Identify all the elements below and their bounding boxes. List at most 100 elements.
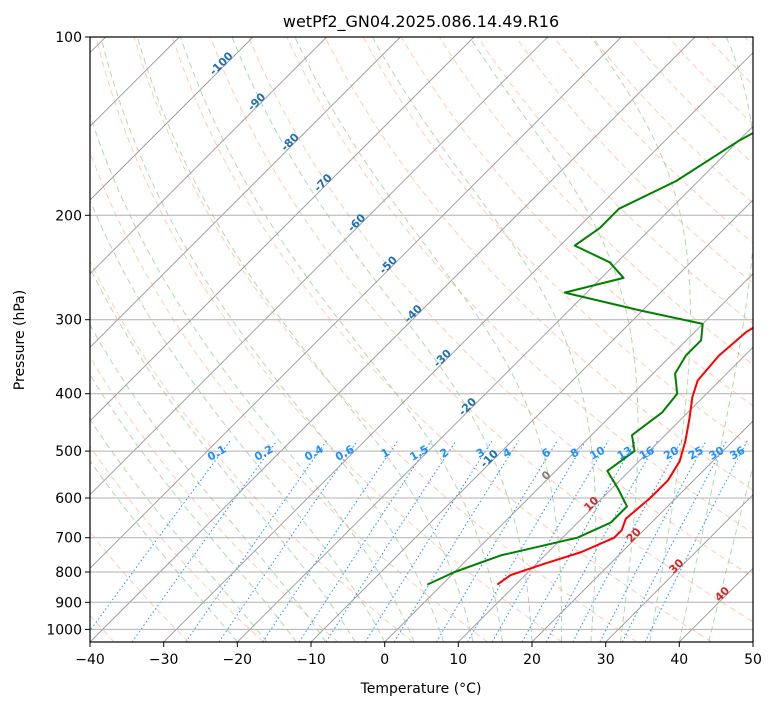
mixing-ratio-label: 4 bbox=[500, 445, 513, 460]
isotherm-line bbox=[90, 37, 254, 201]
x-tick-label: −10 bbox=[296, 652, 326, 668]
moist-adiabat-line bbox=[469, 37, 639, 642]
isotherm-label: -30 bbox=[431, 346, 454, 369]
mixing-ratio-label: 36 bbox=[727, 444, 747, 463]
mixing-ratio-line bbox=[491, 440, 609, 642]
isotherm-label: -100 bbox=[207, 49, 236, 78]
mixing-ratio-labels: 0.1 0.2 0.4 0.6 1 1.5 2 3 4 6 8 10 13 16 20 25 30 36 bbox=[205, 442, 747, 463]
isotherms bbox=[90, 37, 753, 642]
dewpoint-line bbox=[426, 131, 753, 586]
isotherm-line bbox=[457, 346, 753, 642]
mixing-ratio-label: 6 bbox=[539, 445, 552, 460]
dry-adiabat-line bbox=[171, 37, 712, 642]
isotherm-line bbox=[678, 567, 753, 642]
mixing-ratio-line bbox=[364, 440, 493, 642]
mixing-ratio-line bbox=[325, 440, 457, 642]
isotherm-line bbox=[163, 51, 753, 642]
dry-adiabat-line bbox=[477, 37, 753, 325]
dry-adiabat-line bbox=[90, 445, 264, 642]
moist-adiabat-line bbox=[590, 37, 691, 642]
mixing-ratio-label: 2 bbox=[438, 446, 451, 461]
dry-adiabat-line bbox=[629, 37, 753, 165]
y-tick-label: 100 bbox=[55, 30, 82, 46]
dry-adiabat-line bbox=[744, 37, 753, 47]
mixing-ratio-label: 10 bbox=[587, 444, 607, 463]
plot-area: -100-90-80-70-60-50-40-30-20-10010203040… bbox=[90, 37, 753, 642]
isotherm-line bbox=[90, 37, 696, 642]
isotherm-line bbox=[90, 37, 475, 422]
x-tick-label: −40 bbox=[75, 652, 105, 668]
x-tick-label: 0 bbox=[380, 652, 389, 668]
mixing-ratio-line bbox=[298, 440, 432, 642]
dry-adiabat-line bbox=[668, 37, 753, 125]
y-tick-label: 800 bbox=[55, 565, 82, 581]
isotherm-line bbox=[752, 641, 753, 642]
y-tick-label: 700 bbox=[55, 531, 82, 547]
isotherm-line bbox=[90, 37, 328, 275]
y-axis: 100 200 300 400 500 600 700 800 900 1000 bbox=[46, 30, 90, 638]
moist-adiabat-line bbox=[708, 464, 753, 642]
y-tick-label: 300 bbox=[55, 313, 82, 329]
mixing-ratio-line bbox=[262, 440, 399, 642]
x-tick-label: 20 bbox=[523, 652, 541, 668]
moist-adiabat-line bbox=[90, 266, 356, 642]
moist-adiabat-line bbox=[371, 37, 597, 642]
isotherm-line bbox=[90, 37, 401, 349]
mixing-ratio-line bbox=[218, 440, 358, 642]
mixing-ratio-line bbox=[90, 440, 231, 632]
isotherm-label: 30 bbox=[666, 556, 686, 576]
plot-frame bbox=[89, 36, 754, 643]
x-tick-label: 30 bbox=[597, 652, 615, 668]
y-tick-label: 900 bbox=[55, 595, 82, 611]
dry-adiabat-line bbox=[248, 37, 753, 578]
moist-adiabat-line bbox=[90, 373, 297, 642]
y-axis-label: Pressure (hPa) bbox=[12, 290, 28, 390]
series-lines bbox=[426, 131, 753, 586]
y-tick-label: 1000 bbox=[46, 622, 82, 638]
mixing-ratio-line bbox=[599, 440, 707, 642]
dry-adiabat-line bbox=[133, 37, 638, 642]
isotherm-label: 20 bbox=[624, 525, 644, 545]
moist-adiabat-line bbox=[90, 460, 238, 642]
moist-adiabat-line bbox=[231, 37, 533, 642]
mixing-ratio-line bbox=[131, 440, 278, 642]
dry-adiabat-line bbox=[591, 37, 753, 204]
isotherm-line bbox=[90, 37, 549, 496]
isotherm-label: 40 bbox=[712, 584, 732, 604]
dry-adiabat-line bbox=[286, 37, 753, 534]
moist-adiabat-line bbox=[90, 113, 415, 642]
moist-adiabat-line bbox=[90, 418, 268, 642]
mixing-ratio-label: 0.1 bbox=[205, 443, 228, 464]
mixing-ratio-line bbox=[467, 440, 587, 642]
isotherm-line bbox=[90, 37, 622, 570]
mixing-ratio-label: 1.5 bbox=[408, 443, 431, 464]
dry-adiabat-line bbox=[553, 37, 753, 244]
moist-adiabat-line bbox=[100, 37, 445, 642]
x-tick-label: 10 bbox=[449, 652, 467, 668]
x-tick-label: −20 bbox=[223, 652, 253, 668]
mixing-ratio-line bbox=[185, 440, 328, 642]
dry-adiabat-line bbox=[362, 37, 753, 449]
mixing-ratio-line bbox=[572, 440, 683, 642]
mixing-ratio-line bbox=[393, 440, 520, 642]
moist-adiabat-line bbox=[90, 323, 327, 642]
temperature-line bbox=[496, 326, 753, 586]
isotherm-line bbox=[236, 125, 753, 642]
isotherm-line bbox=[605, 493, 753, 642]
mixing-ratio-label: 0.6 bbox=[333, 442, 357, 463]
mixing-ratio-label: 0.4 bbox=[302, 442, 326, 463]
isotherm-line bbox=[531, 420, 753, 642]
moist-adiabat-line bbox=[136, 37, 474, 642]
dry-adiabat-line bbox=[438, 37, 753, 366]
y-tick-label: 500 bbox=[55, 444, 82, 460]
dry-adiabat-line bbox=[95, 37, 563, 642]
moist-adiabat-line bbox=[180, 37, 503, 642]
x-axis-label: Temperature (°C) bbox=[360, 681, 482, 697]
isotherm-label: -80 bbox=[279, 130, 302, 153]
chart-title: wetPf2_GN04.2025.086.14.49.R16 bbox=[283, 12, 559, 32]
y-tick-label: 200 bbox=[55, 208, 82, 224]
x-tick-label: 40 bbox=[670, 652, 688, 668]
moist-adiabat-line bbox=[678, 37, 753, 642]
isotherm-label: -50 bbox=[377, 253, 400, 276]
mixing-ratio-label: 1 bbox=[379, 446, 392, 461]
